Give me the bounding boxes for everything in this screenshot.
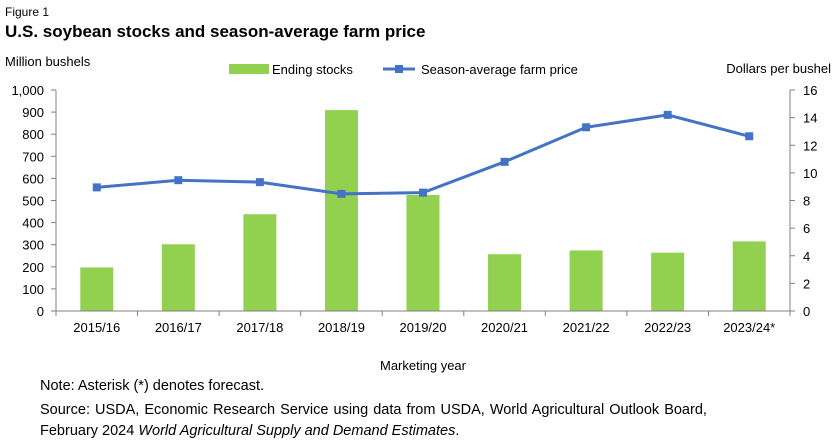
source-line-1: Source: USDA, Economic Research Service … xyxy=(40,402,707,418)
price-point-2018/19 xyxy=(337,189,346,198)
legend: Ending stocks Season-average farm price xyxy=(229,62,578,77)
price-point-2015/16 xyxy=(92,183,101,192)
price-point-2020/21 xyxy=(500,157,509,166)
y-left-tick-label: 900 xyxy=(22,105,44,120)
y-right-tick-label: 4 xyxy=(803,249,810,264)
y-left-tick-label: 500 xyxy=(22,194,44,209)
y-left-tick-label: 1,000 xyxy=(11,83,44,98)
bar-2022/23 xyxy=(651,252,685,311)
price-point-2017/18 xyxy=(255,178,264,187)
bar-2015/16 xyxy=(80,267,114,311)
y-right-tick-label: 14 xyxy=(803,111,817,126)
legend-swatch-price-marker xyxy=(395,65,403,73)
price-point-2022/23 xyxy=(663,110,672,119)
price-line-series xyxy=(92,110,754,198)
legend-label-ending-stocks: Ending stocks xyxy=(272,62,353,77)
y-left-tick-label: 800 xyxy=(22,127,44,142)
y-right-tick-label: 6 xyxy=(803,221,810,236)
x-tick-label: 2020/21 xyxy=(481,320,528,335)
bar-2021/22 xyxy=(569,250,603,311)
x-axis-label: Marketing year xyxy=(380,358,467,373)
axes: 0 100 200 300 400 500 600 700 800 900 1,000 0 2 4 6 8 10… xyxy=(11,83,817,335)
legend-swatch-ending-stocks xyxy=(229,64,269,74)
y-right-tick-label: 2 xyxy=(803,276,810,291)
bar-2020/21 xyxy=(488,254,522,311)
price-point-2016/17 xyxy=(174,176,183,185)
source-report-title: World Agricultural Supply and Demand Est… xyxy=(138,423,456,439)
bars-ending-stocks xyxy=(80,110,766,312)
x-tick-label: 2021/22 xyxy=(563,320,610,335)
y-left-tick-label: 0 xyxy=(37,304,44,319)
x-tick-label: 2023/24* xyxy=(723,320,775,335)
y-left-tick-label: 600 xyxy=(22,171,44,186)
bar-2016/17 xyxy=(161,244,195,311)
source-date: February 2024 xyxy=(40,423,135,439)
price-point-2019/20 xyxy=(419,188,427,197)
y-right-tick-label: 16 xyxy=(803,83,817,98)
bar-2018/19 xyxy=(324,110,358,312)
y-right-tick-label: 10 xyxy=(803,166,817,181)
x-tick-label: 2016/17 xyxy=(155,320,202,335)
bar-2023/24* xyxy=(732,241,766,311)
y-right-tick-label: 8 xyxy=(803,194,810,209)
legend-label-price: Season-average farm price xyxy=(421,62,578,77)
y-left-tick-label: 400 xyxy=(22,216,44,231)
price-point-2023/24* xyxy=(745,132,754,141)
price-line xyxy=(96,113,750,196)
y-right-tick-label: 12 xyxy=(803,138,817,153)
chart: Million bushels Dollars per bushel Endin… xyxy=(5,54,831,373)
source-period: . xyxy=(455,423,460,439)
source-line-2: February 2024 World Agricultural Supply … xyxy=(40,421,459,442)
y-left-tick-label: 100 xyxy=(22,282,44,297)
x-tick-label: 2017/18 xyxy=(236,320,283,335)
figure-label: Figure 1 xyxy=(5,5,50,19)
x-tick-label: 2018/19 xyxy=(318,320,365,335)
note-forecast: Note: Asterisk (*) denotes forecast. xyxy=(40,378,265,394)
x-tick-label: 2015/16 xyxy=(73,320,120,335)
y-left-tick-label: 300 xyxy=(22,238,44,253)
x-tick-label: 2019/20 xyxy=(400,320,447,335)
y-axis-left-label: Million bushels xyxy=(5,54,91,69)
y-axis-right-label: Dollars per bushel xyxy=(726,61,831,76)
bar-2017/18 xyxy=(243,214,277,311)
y-left-tick-label: 700 xyxy=(22,149,44,164)
bar-2019/20 xyxy=(406,194,440,311)
x-tick-label: 2022/23 xyxy=(644,320,691,335)
chart-title: U.S. soybean stocks and season-average f… xyxy=(5,22,426,41)
y-left-tick-label: 200 xyxy=(22,260,44,275)
y-right-tick-label: 0 xyxy=(803,304,810,319)
price-point-2021/22 xyxy=(582,123,591,132)
